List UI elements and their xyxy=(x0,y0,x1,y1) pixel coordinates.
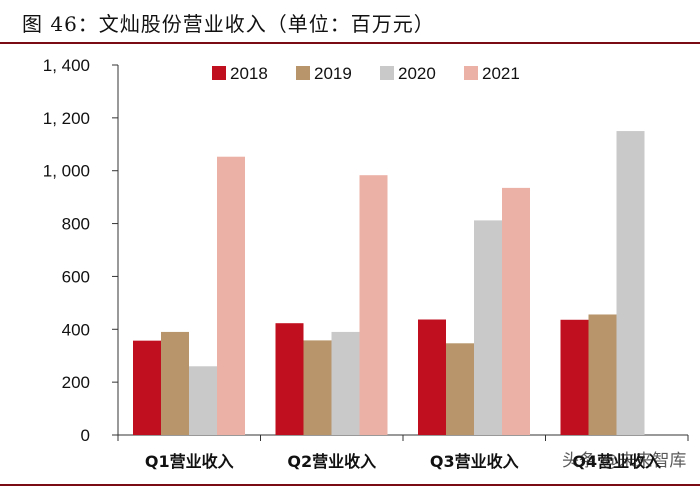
legend-label-2021: 2021 xyxy=(482,64,520,83)
legend-swatch-2019 xyxy=(296,66,310,80)
legend-label-2018: 2018 xyxy=(230,64,268,83)
legend-swatch-2018 xyxy=(212,66,226,80)
y-axis: 0 200 400 600 800 1, 000 1, 200 1, 400 xyxy=(43,56,119,445)
x-category-label: Q1营业收入 xyxy=(145,452,234,471)
legend-label-2019: 2019 xyxy=(314,64,352,83)
y-tick-label: 400 xyxy=(62,320,90,339)
bar-2018-4 xyxy=(560,319,589,435)
bar-2020-3 xyxy=(474,220,502,435)
bar-2019-4 xyxy=(588,314,617,435)
y-tick-label: 1, 200 xyxy=(43,109,90,128)
bar-2019-2 xyxy=(303,340,332,435)
bar-2021-1 xyxy=(217,156,245,435)
bar-2019-1 xyxy=(161,331,189,435)
bar-2020-1 xyxy=(189,366,217,435)
y-tick-label: 1, 000 xyxy=(43,162,90,181)
y-tick-label: 800 xyxy=(62,215,90,234)
legend-label-2020: 2020 xyxy=(398,64,436,83)
bar-2018-1 xyxy=(133,340,161,435)
x-category-label: Q2营业收入 xyxy=(287,452,376,471)
bar-2018-3 xyxy=(418,319,446,435)
bar-2021-2 xyxy=(359,175,388,435)
bars xyxy=(133,131,645,436)
bar-2020-2 xyxy=(331,331,360,435)
bottom-rule xyxy=(0,484,700,486)
bar-2020-4 xyxy=(616,131,645,436)
y-tick-label: 1, 400 xyxy=(43,56,90,75)
bar-2021-3 xyxy=(502,187,530,435)
watermark: 头条 @未来智库 xyxy=(562,451,687,471)
y-tick-label: 200 xyxy=(62,373,90,392)
bar-2018-2 xyxy=(275,323,304,435)
legend-swatch-2021 xyxy=(464,66,478,80)
bar-2019-3 xyxy=(446,343,474,435)
figure-title: 图 46：文灿股份营业收入（单位：百万元） xyxy=(22,12,435,36)
y-tick-label: 0 xyxy=(81,426,90,445)
legend-swatch-2020 xyxy=(380,66,394,80)
y-tick-label: 600 xyxy=(62,267,90,286)
x-category-label: Q4营业收入 xyxy=(572,452,661,471)
figure-title-bar: 图 46：文灿股份营业收入（单位：百万元） xyxy=(0,0,700,44)
legend: 2018 2019 2020 2021 xyxy=(212,64,520,83)
x-category-label: Q3营业收入 xyxy=(430,452,519,471)
